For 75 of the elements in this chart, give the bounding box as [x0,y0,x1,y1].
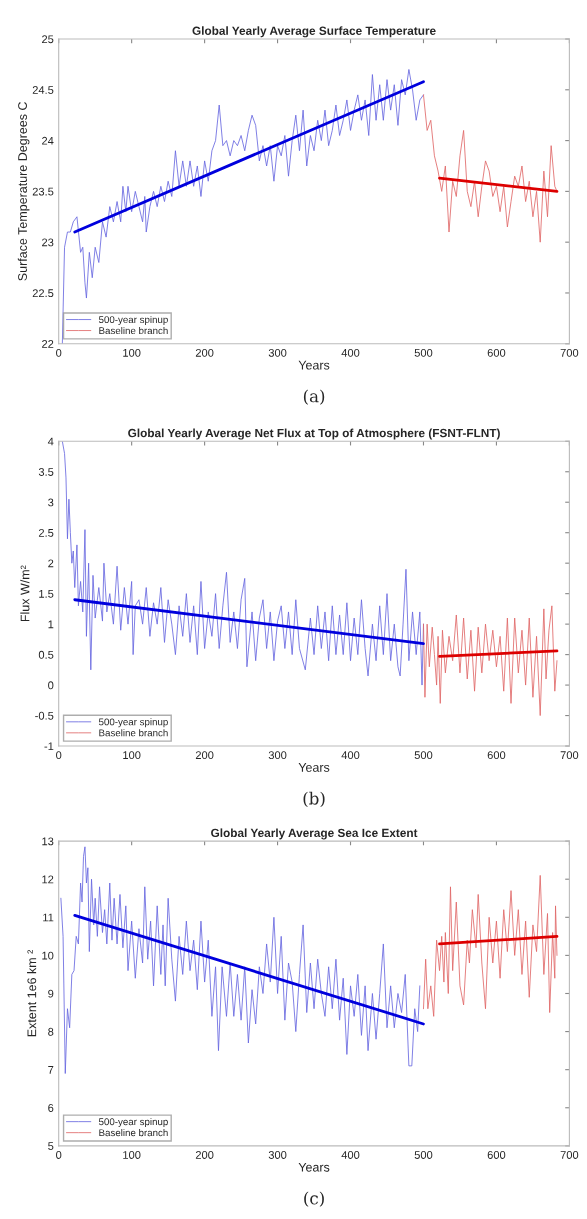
y-tick-label: 5 [48,1142,54,1150]
x-tick-label: 700 [560,1151,579,1159]
legend-label: 500-year spinup [98,315,168,325]
x-tick-label: 300 [268,348,287,357]
x-tick-label: 200 [195,1151,214,1159]
x-axis-title: Years [298,360,330,370]
x-tick-label: 700 [560,751,579,760]
y-tick-label: 25 [42,35,54,44]
y-tick-label: 23.5 [32,187,54,196]
line-series [60,846,421,1074]
y-tick-label: -0.5 [35,711,54,720]
y-tick-label: 1.5 [39,590,54,598]
x-tick-label: 100 [123,751,141,760]
y-tick-label: 22.5 [32,289,54,298]
x-tick-label: 500 [414,751,433,760]
y-axis-title: Extent 1e6 km ² [27,949,37,1037]
x-tick-label: 500 [414,348,433,357]
x-axis-title: Years [298,763,330,772]
y-tick-label: 13 [42,837,54,846]
x-tick-label: 500 [414,1151,433,1159]
x-tick-label: 400 [341,1151,360,1159]
x-tick-label: 600 [487,1151,506,1159]
y-tick-label: 3.5 [38,468,54,476]
y-tick-label: 0 [48,681,54,690]
y-tick-label: 1 [48,620,54,629]
line-series [423,94,558,243]
chart-title: Global Yearly Average Net Flux at Top of Atmosphere (FSNT-FLNT) [128,428,500,440]
x-tick-label: 0 [56,348,62,357]
x-tick-label: 400 [341,348,360,357]
x-tick-label: 600 [487,348,506,357]
y-tick-label: 11 [43,913,54,922]
y-tick-label: 8 [48,1027,54,1036]
line-series [61,69,424,344]
x-tick-label: 0 [56,1151,62,1159]
legend-label: Baseline branch [99,729,168,737]
chart-title: Global Yearly Average Sea Ice Extent [211,828,418,840]
line-series [61,441,424,686]
y-tick-label: 2 [48,559,54,568]
y-tick-label: 2.5 [38,528,54,537]
legend-label: 500-year spinup [98,718,168,728]
y-tick-label: 0.5 [38,650,54,659]
y-tick-label: 22 [42,340,54,348]
x-tick-label: 200 [195,348,214,357]
y-tick-label: -1 [44,742,54,751]
y-tick-label: 12 [42,875,54,884]
x-tick-label: 400 [341,751,360,760]
x-axis-title: Years [298,1162,330,1172]
text: (c) [304,1191,324,1207]
line-series [423,874,558,1017]
x-tick-label: 700 [560,348,579,357]
y-tick-label: 24 [42,136,54,145]
text: (b) [303,791,325,807]
legend-label: 500-year spinup [98,1118,168,1128]
y-tick-label: 3 [48,498,54,507]
y-tick-label: 23 [42,238,54,247]
legend-label: Baseline branch [99,326,168,335]
y-tick-label: 9 [48,989,54,998]
x-tick-label: 200 [195,751,214,760]
legend-label: Baseline branch [99,1129,168,1137]
chart-title: Global Yearly Average Surface Temperature [192,26,436,38]
x-tick-label: 300 [268,1151,287,1159]
y-tick-label: 6 [48,1104,54,1112]
x-tick-label: 300 [268,751,287,760]
x-tick-label: 600 [487,751,506,760]
x-tick-label: 0 [56,751,62,760]
x-tick-label: 100 [123,348,141,357]
line-series [423,605,558,716]
y-axis-title: Surface Temperature Degrees C [17,101,30,281]
y-axis-title: Flux W/m² [20,565,30,622]
text: (a) [303,389,325,405]
y-tick-label: 4 [47,437,54,446]
y-tick-label: 7 [48,1066,54,1074]
y-tick-label: 10 [42,951,54,960]
y-tick-label: 24.5 [32,86,54,94]
x-tick-label: 100 [123,1151,141,1159]
